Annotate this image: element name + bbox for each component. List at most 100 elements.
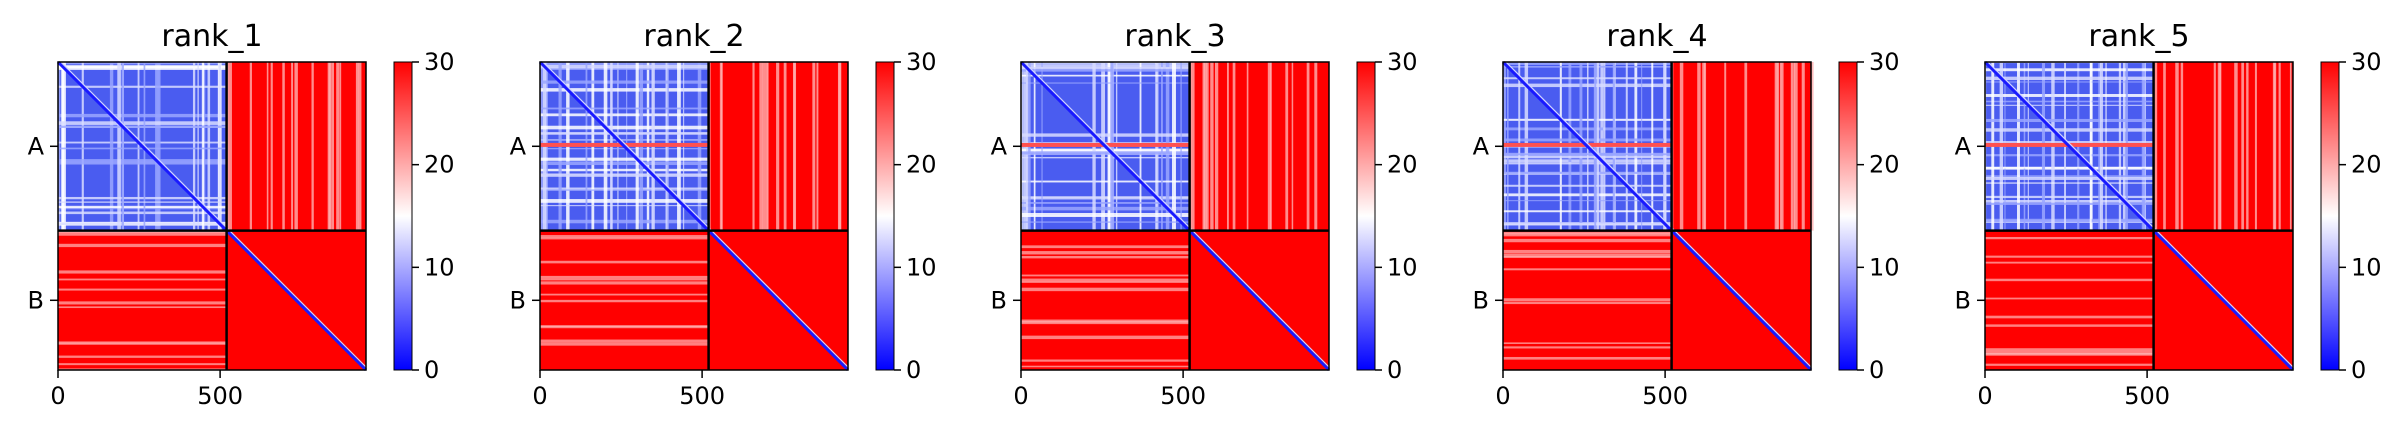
block-B-A-streak bbox=[540, 325, 709, 329]
x-tick-label: 0 bbox=[50, 382, 65, 410]
heatmap-frame bbox=[1020, 61, 1330, 371]
block-A-A-stripe-h bbox=[540, 199, 709, 203]
block-A-A-stripe-h bbox=[1985, 200, 2154, 203]
block-A-A-stripe-h bbox=[1021, 149, 1190, 154]
block-A-A-stripe-h bbox=[1985, 104, 2154, 106]
block-A-B-streak bbox=[1210, 62, 1214, 231]
block-B-A-streak bbox=[540, 235, 709, 238]
block-A-A-stripe-v bbox=[218, 62, 222, 231]
block-A-A-stripe-h bbox=[540, 139, 709, 141]
heatmap-diagonal-halo bbox=[542, 61, 849, 368]
block-A-B-streak bbox=[1790, 62, 1794, 231]
block-B-A-streak bbox=[1021, 245, 1190, 249]
block-A-A-stripe-h bbox=[1985, 182, 2154, 184]
y-tick-label: B bbox=[28, 286, 44, 314]
block-B-A-streak bbox=[1021, 365, 1190, 368]
y-tick-label: B bbox=[991, 286, 1007, 314]
panel-2: rank_2 A B 0 500 0 10 20 30 bbox=[510, 19, 937, 410]
colorbar-tick-label: 0 bbox=[1387, 356, 1402, 384]
block-A-A-stripe-h bbox=[1985, 202, 2154, 205]
block-A-B-streak bbox=[1793, 62, 1796, 231]
block-A-B-streak bbox=[1285, 62, 1289, 231]
block-A-A-stripe-h bbox=[58, 196, 227, 200]
block-A-A-stripe-h bbox=[1021, 66, 1190, 70]
block-A-A-stripe-h bbox=[1985, 128, 2154, 132]
block-B-A-streak bbox=[1503, 342, 1672, 344]
block-A-A-stripe-h bbox=[1503, 200, 1672, 202]
block-B-A-streak bbox=[1021, 255, 1190, 259]
block-B-A-streak bbox=[540, 339, 709, 343]
block-A-A-stripe-h bbox=[540, 187, 709, 191]
block-A-B-streak bbox=[2175, 62, 2179, 231]
block-A-A-stripe-h bbox=[1021, 133, 1190, 137]
block-A-B-streak bbox=[2163, 62, 2166, 231]
block-A-B-streak bbox=[2273, 62, 2277, 231]
colorbar bbox=[2320, 61, 2340, 371]
block-B-A-streak bbox=[1985, 236, 2154, 240]
block-A-A-stripe-v bbox=[58, 62, 61, 231]
block-A-A-stripe-h bbox=[540, 157, 709, 161]
y-tick-label: A bbox=[991, 132, 1008, 160]
block-A-A-stripe-h bbox=[1985, 218, 2154, 222]
block-A-B-streak bbox=[1774, 62, 1778, 231]
block-B-A-streak bbox=[1985, 352, 2154, 356]
block-A-A-stripe-h bbox=[1985, 81, 2154, 83]
block-B-A-streak bbox=[540, 237, 709, 240]
block-B-A-streak bbox=[1503, 346, 1672, 349]
panel-title: rank_1 bbox=[161, 19, 262, 54]
colorbar bbox=[875, 61, 895, 371]
block-A-B-streak bbox=[249, 62, 252, 231]
block-A-A-stripe-h bbox=[58, 85, 227, 88]
block-B-A-streak bbox=[1503, 268, 1672, 271]
panel-title: rank_3 bbox=[1124, 19, 1225, 54]
y-tick-label: B bbox=[1955, 286, 1971, 314]
heatmap-diagonal bbox=[1983, 60, 2295, 372]
block-A-A-stripe-v bbox=[197, 62, 199, 231]
x-tick-label: 500 bbox=[1642, 382, 1688, 410]
x-tick-label: 500 bbox=[679, 382, 725, 410]
colorbar-tick-label: 0 bbox=[906, 356, 921, 384]
colorbar-tick-label: 0 bbox=[2351, 356, 2366, 384]
block-A-A-stripe-h bbox=[1985, 177, 2154, 180]
block-A-A-stripe-h bbox=[540, 173, 709, 177]
block-A-B-streak bbox=[2180, 62, 2184, 231]
block-A-B-streak bbox=[1679, 62, 1684, 231]
y-tick-label: B bbox=[510, 286, 526, 314]
block-A-A-stripe-h bbox=[58, 161, 227, 165]
y-tick-label: B bbox=[1473, 286, 1489, 314]
block-A-B-streak bbox=[1697, 62, 1701, 231]
block-B-A-streak bbox=[540, 278, 709, 281]
block-A-A-stripe-h bbox=[1985, 175, 2154, 178]
block-B-A-streak bbox=[58, 341, 227, 344]
block-B-A-streak bbox=[1021, 287, 1190, 292]
heatmap-diagonal bbox=[1501, 60, 1813, 372]
block-A-A-stripe-h bbox=[58, 66, 227, 70]
block-A-A-stripe-h bbox=[540, 125, 709, 130]
block-B-A-streak bbox=[1021, 274, 1190, 277]
block-A-A-stripe-h bbox=[1503, 223, 1672, 226]
heatmap-diagonal-halo bbox=[1505, 61, 1812, 368]
block-A-B-streak bbox=[336, 62, 340, 231]
block-A-B-streak bbox=[1801, 62, 1805, 231]
block-B-A-streak bbox=[1503, 233, 1672, 237]
y-tick-label: A bbox=[28, 132, 45, 160]
heatmap-diagonal-halo bbox=[1987, 61, 2294, 368]
block-A-B-streak bbox=[1306, 62, 1310, 231]
block-A-A-stripe-h bbox=[1021, 196, 1190, 200]
block-A-B-streak bbox=[311, 62, 314, 231]
block-A-B-streak bbox=[720, 62, 723, 231]
block-B-A-streak bbox=[1985, 324, 2154, 327]
block-A-A-stripe-h bbox=[1021, 148, 1190, 152]
block-A-B-streak bbox=[282, 62, 285, 231]
block-B-A-streak bbox=[1503, 298, 1672, 302]
block-B-A-streak bbox=[540, 293, 709, 296]
block-A-A-stripe-h bbox=[1503, 210, 1672, 213]
block-A-B-streak bbox=[291, 62, 294, 231]
block-B-A-streak bbox=[1503, 231, 1672, 235]
block-A-B-streak bbox=[1246, 62, 1249, 231]
block-A-A-stripe-h bbox=[540, 219, 709, 224]
block-A-B-streak bbox=[1291, 62, 1294, 231]
colorbar-tick-label: 10 bbox=[906, 253, 937, 281]
block-A-B-streak bbox=[2217, 62, 2221, 231]
